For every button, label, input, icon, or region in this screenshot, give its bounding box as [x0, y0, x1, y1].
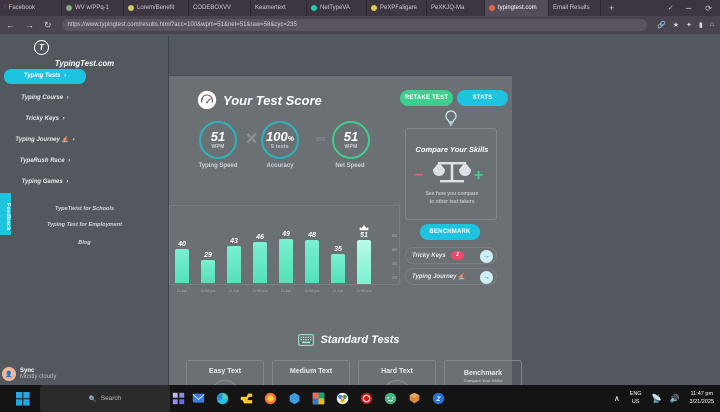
- svg-text:−: −: [414, 167, 423, 184]
- svg-text:+: +: [474, 167, 483, 184]
